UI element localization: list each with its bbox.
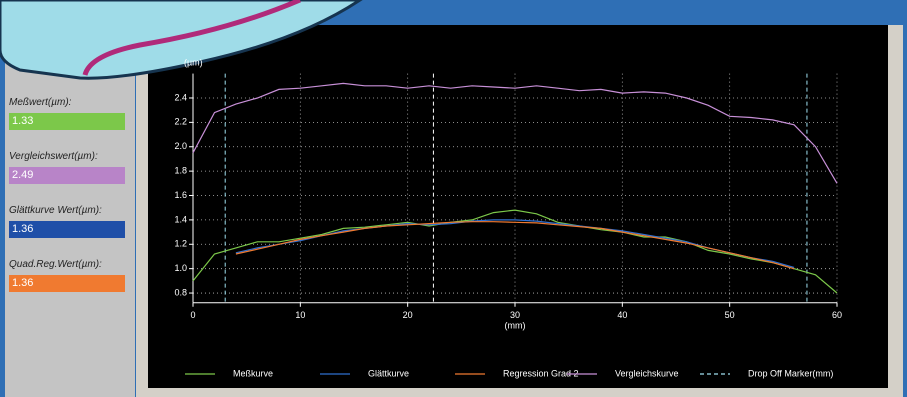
readout-value: 1.36 — [9, 221, 125, 238]
readout-label: Quad.Reg.Wert(µm): — [9, 259, 102, 270]
legend-label: Vergleichskurve — [615, 368, 679, 378]
readout-value: 1.36 — [9, 275, 125, 292]
horizontal-scrollbar[interactable] — [136, 388, 903, 397]
readout-value: 2.49 — [9, 167, 125, 184]
readout-label: Vergleichswert(µm): — [9, 151, 98, 162]
series-line — [192, 82, 838, 184]
readout-value: 1.33 — [9, 113, 125, 130]
legend-label: Glättkurve — [368, 368, 409, 378]
readout-label: Meßwert(µm): — [9, 97, 72, 108]
y-tick-label: 0.8 — [174, 287, 187, 297]
y-tick-label: 2.4 — [174, 92, 187, 102]
x-tick-label: 0 — [190, 310, 195, 320]
readout-panel: Meßwert(µm): 1.33 Vergleichswert(µm): 2.49 G… — [5, 25, 135, 397]
vertical-scrollbar[interactable] — [888, 25, 903, 388]
y-tick-label: 2.0 — [174, 141, 187, 151]
y-tick-label: 1.6 — [174, 190, 187, 200]
legend-label: Meßkurve — [233, 368, 273, 378]
series-line — [235, 221, 795, 270]
x-tick-label: 20 — [403, 310, 413, 320]
panel-splitter — [136, 25, 148, 388]
x-tick-label: 50 — [725, 310, 735, 320]
y-tick-label: 2.2 — [174, 117, 187, 127]
x-axis-label: (mm) — [505, 320, 526, 330]
y-tick-label: 1.0 — [174, 263, 187, 273]
y-axis-label: (µm) — [184, 57, 203, 67]
x-tick-label: 30 — [510, 310, 520, 320]
y-tick-label: 1.4 — [174, 214, 187, 224]
y-tick-label: 1.2 — [174, 239, 187, 249]
readout-label: Glättkurve Wert(µm): — [9, 205, 102, 216]
x-tick-label: 60 — [832, 310, 842, 320]
y-tick-label: 1.8 — [174, 166, 187, 176]
x-tick-label: 40 — [617, 310, 627, 320]
plot-background — [148, 25, 888, 388]
legend-label: Regression Grad 2 — [503, 368, 579, 378]
x-tick-label: 10 — [295, 310, 305, 320]
logo-stripe — [82, 0, 301, 76]
series-line — [192, 209, 838, 294]
legend-label: Drop Off Marker(mm) — [748, 368, 833, 378]
